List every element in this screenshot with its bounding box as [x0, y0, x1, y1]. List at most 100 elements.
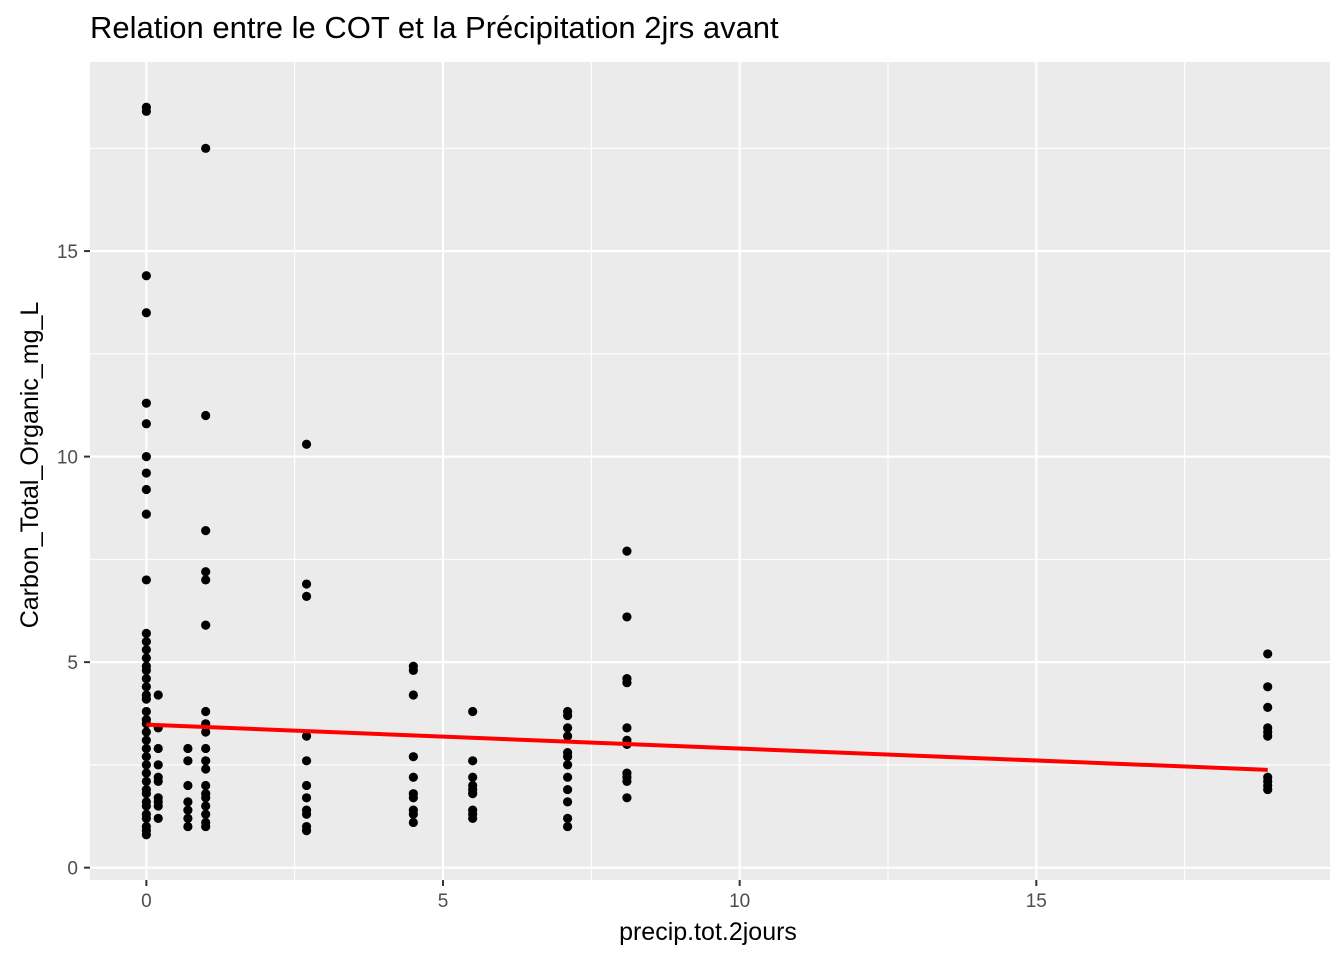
data-point: [201, 526, 211, 536]
data-point: [563, 813, 573, 823]
data-point: [141, 509, 151, 519]
data-point: [301, 826, 312, 836]
data-point: [563, 760, 573, 770]
data-point: [408, 690, 418, 700]
data-point: [468, 706, 478, 717]
data-point: [201, 575, 211, 585]
data-point: [468, 789, 478, 799]
data-point: [201, 706, 211, 717]
data-point: [141, 768, 151, 778]
data-point: [301, 579, 312, 589]
data-point: [622, 678, 632, 688]
data-point: [141, 735, 151, 745]
data-point: [622, 612, 632, 622]
data-point: [141, 743, 151, 754]
data-point: [201, 801, 211, 811]
data-point: [563, 772, 573, 782]
data-point: [183, 813, 193, 823]
x-tick-label: 10: [729, 891, 750, 912]
data-point: [301, 793, 312, 803]
data-point: [141, 484, 151, 495]
data-point: [1263, 784, 1273, 795]
data-point: [408, 772, 418, 782]
x-axis-label: precip.tot.2jours: [619, 918, 797, 946]
data-point: [141, 727, 151, 737]
data-point: [408, 817, 418, 828]
data-point: [141, 645, 151, 655]
y-tick-label: 10: [57, 448, 78, 469]
data-point: [301, 439, 312, 449]
data-point: [408, 793, 418, 803]
data-point: [563, 723, 573, 733]
data-point: [183, 797, 193, 807]
data-point: [141, 706, 151, 717]
axis-ticks: [84, 250, 1038, 886]
data-point: [183, 756, 193, 766]
data-point: [153, 760, 163, 770]
y-tick-label: 15: [57, 242, 78, 263]
data-point: [141, 752, 151, 762]
data-point: [141, 308, 151, 318]
data-point: [153, 813, 163, 823]
data-point: [201, 809, 211, 819]
data-points: [141, 102, 1273, 840]
data-point: [141, 452, 151, 462]
data-point: [622, 546, 632, 556]
trend-line-layer: [146, 722, 1268, 772]
x-tick-label: 5: [438, 891, 449, 912]
data-point: [301, 731, 312, 741]
data-point: [408, 665, 418, 675]
data-point: [563, 710, 573, 721]
data-point: [468, 756, 478, 766]
data-point: [1263, 649, 1273, 659]
data-point: [201, 764, 211, 774]
data-point: [183, 743, 193, 754]
data-point: [141, 830, 151, 840]
data-point: [201, 143, 211, 153]
data-point: [153, 743, 163, 754]
data-point: [141, 789, 151, 799]
plot-panel: [90, 62, 1330, 880]
data-point: [201, 793, 211, 803]
data-point: [622, 793, 632, 803]
data-point: [1263, 731, 1273, 741]
data-point: [141, 776, 151, 786]
data-point: [622, 776, 632, 786]
x-tick-label: 0: [141, 891, 152, 912]
data-point: [153, 801, 163, 811]
data-point: [1263, 682, 1273, 692]
data-point: [1263, 702, 1273, 712]
data-point: [563, 821, 573, 832]
data-point: [201, 780, 211, 791]
data-point: [468, 813, 478, 823]
data-point: [201, 620, 211, 630]
data-point: [183, 821, 193, 832]
data-point: [201, 756, 211, 766]
data-point: [408, 752, 418, 762]
data-point: [622, 723, 632, 733]
minor-gridlines: [90, 62, 1330, 880]
data-point: [201, 727, 211, 737]
data-point: [563, 797, 573, 807]
data-point: [141, 694, 151, 704]
y-tick-label: 0: [67, 859, 78, 880]
data-point: [153, 690, 163, 700]
data-point: [141, 271, 151, 281]
data-point: [141, 575, 151, 585]
tick-labels: 0 5 10 15 0 5 10 15: [57, 242, 1047, 912]
data-point: [301, 756, 312, 766]
data-point: [141, 628, 151, 638]
x-tick-label: 15: [1026, 891, 1047, 912]
data-point: [141, 653, 151, 663]
chart-title: Relation entre le COT et la Précipitatio…: [90, 10, 779, 45]
data-point: [201, 743, 211, 754]
data-point: [153, 776, 163, 786]
data-point: [141, 398, 151, 408]
data-point: [141, 760, 151, 770]
data-point: [141, 636, 151, 647]
y-tick-label: 5: [67, 653, 78, 674]
data-point: [141, 813, 151, 823]
data-point: [201, 567, 211, 577]
y-axis-label: Carbon_Total_Organic_mg_L: [16, 302, 44, 629]
